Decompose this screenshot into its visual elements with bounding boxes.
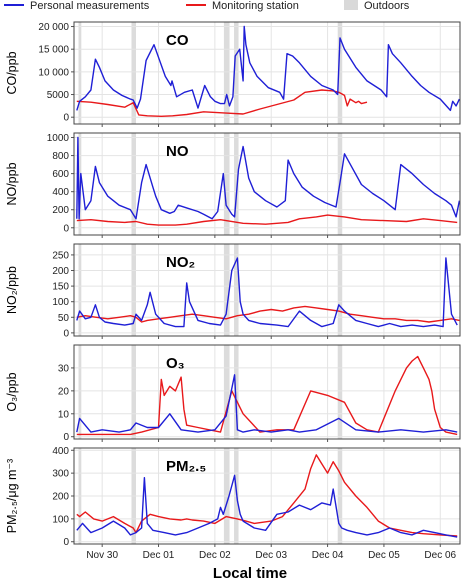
y-tick-label: 30 xyxy=(58,363,70,374)
series-line-station xyxy=(76,89,368,118)
series-group xyxy=(76,25,460,118)
series-line-station xyxy=(76,305,460,323)
outdoor-band xyxy=(223,345,230,439)
y-tick-label: 150 xyxy=(52,282,69,293)
series-line-personal xyxy=(76,474,458,538)
legend-label-station: Monitoring station xyxy=(212,0,299,12)
outdoor-band xyxy=(337,345,343,439)
y-tick-label: 5000 xyxy=(47,90,70,101)
x-tick-label: Dec 06 xyxy=(424,550,456,561)
outdoor-band xyxy=(223,244,230,336)
outdoor-band xyxy=(131,244,136,336)
x-tick-label: Dec 04 xyxy=(312,550,344,561)
panel-background xyxy=(74,244,460,336)
series-line-personal xyxy=(76,374,458,433)
y-tick-label: 200 xyxy=(52,266,69,277)
panel-0: 0 5000 10 000 15 000 20 000 CO CO/ppb xyxy=(5,21,461,127)
y-tick-label: 0 xyxy=(63,432,69,443)
y-tick-label: 15 000 xyxy=(38,45,69,56)
series-group xyxy=(76,355,458,436)
outdoor-band xyxy=(78,244,82,336)
series-line-personal xyxy=(76,25,460,112)
series-line-personal xyxy=(76,136,460,220)
panel-title: O₃ xyxy=(166,355,185,372)
panel-frame xyxy=(73,447,461,545)
outdoor-band xyxy=(234,244,239,336)
panel-1: 0 200 400 600 800 1000 NO NO/ppb xyxy=(5,132,461,238)
y-tick-label: 100 xyxy=(52,297,69,308)
y-tick-label: 800 xyxy=(52,151,69,162)
panel-3: 0 10 20 30 O₃ O₃/ppb xyxy=(5,344,461,443)
y-tick-label: 250 xyxy=(52,250,69,261)
outdoor-band xyxy=(337,244,343,336)
legend-label-personal: Personal measurements xyxy=(30,0,150,12)
series-group xyxy=(76,454,458,538)
legend-swatch-outdoors xyxy=(344,0,358,10)
y-tick-label: 0 xyxy=(63,223,69,234)
series-group xyxy=(76,257,460,328)
panel-frame xyxy=(73,344,461,440)
outdoor-band xyxy=(78,345,82,439)
y-tick-label: 300 xyxy=(52,469,69,480)
panel-background xyxy=(74,133,460,235)
outdoor-band xyxy=(234,22,239,124)
x-axis: Nov 30 Dec 01 Dec 02 Dec 03 Dec 04 Dec 05 Dec … xyxy=(86,550,456,561)
panel-title: CO xyxy=(166,32,189,49)
panel-title: PM₂.₅ xyxy=(166,458,206,475)
y-axis-label: PM₂.₅/μg m⁻³ xyxy=(5,459,19,533)
outdoor-band xyxy=(234,133,239,235)
outdoor-band xyxy=(337,22,343,124)
y-tick-label: 200 xyxy=(52,205,69,216)
panel-frame xyxy=(73,132,461,236)
panel-title: NO xyxy=(166,143,189,160)
series-line-station xyxy=(76,454,458,537)
x-tick-label: Dec 02 xyxy=(199,550,231,561)
outdoor-band xyxy=(223,22,230,124)
y-tick-label: 0 xyxy=(63,328,69,339)
series-line-personal xyxy=(76,257,458,328)
series-line-station xyxy=(76,214,458,226)
panel-4: 0 100 200 300 400 PM₂.₅ PM₂.₅/μg m⁻³ xyxy=(5,446,461,548)
y-tick-label: 20 xyxy=(58,386,70,397)
x-axis-title: Local time xyxy=(213,565,287,582)
x-tick-label: Nov 30 xyxy=(86,550,118,561)
y-axis-label: O₃/ppb xyxy=(5,372,19,411)
y-tick-label: 100 xyxy=(52,514,69,525)
outdoor-band xyxy=(131,133,136,235)
outdoor-band xyxy=(131,345,136,439)
series-line-station xyxy=(76,355,458,436)
y-tick-label: 0 xyxy=(63,113,69,124)
outdoor-band xyxy=(78,22,82,124)
outdoor-band xyxy=(223,133,230,235)
legend: Personal measurements Monitoring station… xyxy=(4,0,410,12)
y-tick-label: 10 000 xyxy=(38,67,69,78)
legend-label-outdoors: Outdoors xyxy=(364,0,410,12)
outdoor-band xyxy=(131,22,136,124)
y-axis-label: NO₂/ppb xyxy=(5,266,19,314)
panel-frame xyxy=(73,21,461,125)
x-tick-label: Dec 03 xyxy=(255,550,287,561)
series-group xyxy=(76,136,460,226)
y-tick-label: 600 xyxy=(52,169,69,180)
x-tick-label: Dec 01 xyxy=(143,550,175,561)
y-tick-label: 200 xyxy=(52,492,69,503)
y-tick-label: 400 xyxy=(52,446,69,457)
y-tick-label: 20 000 xyxy=(38,22,69,33)
y-tick-label: 0 xyxy=(63,537,69,548)
y-tick-label: 50 xyxy=(58,313,70,324)
panel-2: 0 50 100 150 200 250 NO₂ NO₂/ppb xyxy=(5,243,461,339)
y-axis-label: NO/ppb xyxy=(5,162,19,205)
y-tick-label: 10 xyxy=(58,409,70,420)
outdoor-band xyxy=(234,345,239,439)
y-tick-label: 400 xyxy=(52,187,69,198)
panel-frame xyxy=(73,243,461,337)
y-axis-label: CO/ppb xyxy=(5,51,19,94)
x-tick-label: Dec 05 xyxy=(368,550,400,561)
y-tick-label: 1000 xyxy=(47,133,70,144)
panel-title: NO₂ xyxy=(166,254,195,271)
